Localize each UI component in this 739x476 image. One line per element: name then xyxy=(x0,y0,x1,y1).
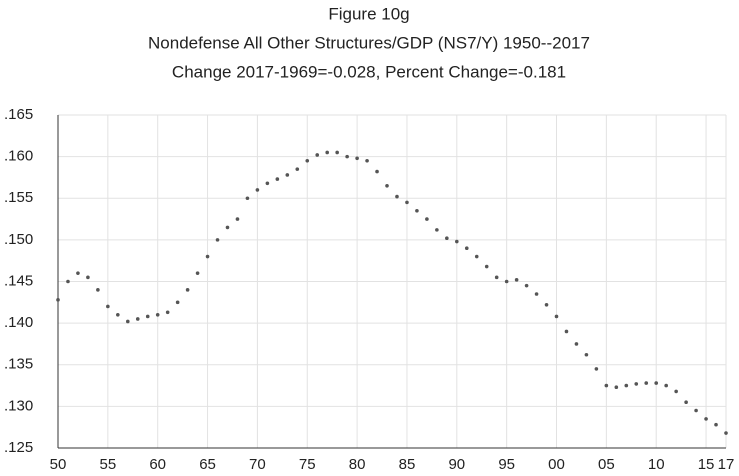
data-point xyxy=(215,238,220,242)
x-tick-label: 55 xyxy=(100,456,117,473)
data-point xyxy=(594,367,599,371)
data-point xyxy=(66,279,70,284)
x-tick-label: 00 xyxy=(548,456,565,473)
data-point xyxy=(654,381,659,385)
data-point xyxy=(425,217,429,221)
x-tick-label: 15 xyxy=(698,456,715,473)
data-point xyxy=(634,382,639,386)
data-point xyxy=(195,271,200,275)
data-point xyxy=(455,239,459,244)
data-point xyxy=(704,417,708,421)
data-point xyxy=(295,167,300,171)
data-point xyxy=(604,383,609,388)
data-point xyxy=(305,158,310,163)
data-point xyxy=(225,225,230,230)
y-tick-label: .135 xyxy=(4,356,33,373)
x-tick-label: 90 xyxy=(448,456,465,473)
x-tick-label: 95 xyxy=(498,456,515,473)
y-tick-label: .150 xyxy=(4,231,33,248)
data-point xyxy=(435,228,439,232)
data-point xyxy=(345,154,349,159)
x-tick-label: 17 xyxy=(718,456,735,473)
data-point xyxy=(445,236,449,241)
data-point xyxy=(415,208,419,213)
data-point xyxy=(494,275,499,280)
data-point xyxy=(614,385,619,390)
x-tick-label: 75 xyxy=(299,456,316,473)
x-tick-label: 60 xyxy=(149,456,166,473)
data-point xyxy=(76,271,80,275)
data-point xyxy=(175,300,180,305)
data-point xyxy=(674,389,678,394)
data-point xyxy=(574,342,579,346)
data-point xyxy=(355,156,359,161)
y-tick-label: .125 xyxy=(4,439,33,456)
y-tick-label: .160 xyxy=(4,148,33,165)
data-point xyxy=(464,246,469,250)
data-point xyxy=(694,408,698,413)
data-point xyxy=(265,181,270,186)
data-point xyxy=(395,194,399,199)
x-tick-label: 85 xyxy=(399,456,416,473)
data-point xyxy=(235,217,240,221)
data-point xyxy=(385,183,389,188)
x-tick-label: 70 xyxy=(249,456,266,473)
x-tick-label: 80 xyxy=(349,456,366,473)
x-tick-label: 10 xyxy=(648,456,665,473)
data-point xyxy=(504,279,509,284)
data-point xyxy=(165,310,170,315)
data-point xyxy=(116,313,120,317)
data-point xyxy=(96,288,100,292)
data-point xyxy=(135,317,140,321)
data-point xyxy=(185,288,190,292)
data-point xyxy=(315,153,320,157)
data-point xyxy=(714,422,718,427)
data-point xyxy=(684,400,688,405)
data-point xyxy=(56,298,60,302)
y-tick-label: .155 xyxy=(4,189,33,206)
data-point xyxy=(564,329,569,334)
x-tick-label: 05 xyxy=(598,456,615,473)
y-tick-label: .140 xyxy=(4,314,33,331)
data-point xyxy=(544,303,549,307)
data-point xyxy=(484,264,489,269)
data-point xyxy=(514,278,519,282)
data-point xyxy=(125,319,130,324)
x-tick-label: 50 xyxy=(50,456,67,473)
y-tick-label: .145 xyxy=(4,272,33,289)
data-point xyxy=(155,313,160,317)
data-point xyxy=(624,383,629,388)
data-point xyxy=(205,254,210,259)
data-point xyxy=(724,431,728,435)
data-point xyxy=(335,150,339,155)
data-point xyxy=(584,352,589,357)
data-point xyxy=(524,283,529,288)
data-point xyxy=(474,254,479,259)
chart-annotation: Change 2017-1969=-0.028, Percent Change=… xyxy=(172,62,566,81)
data-point xyxy=(86,275,90,280)
data-point xyxy=(375,169,379,174)
data-point xyxy=(245,196,250,201)
data-point xyxy=(664,383,668,388)
data-point xyxy=(644,381,649,385)
data-point xyxy=(554,314,559,319)
data-point xyxy=(275,177,280,181)
y-tick-label: .165 xyxy=(4,106,33,123)
y-tick-label: .130 xyxy=(4,397,33,414)
data-point xyxy=(405,200,409,205)
data-point xyxy=(534,292,539,296)
data-point xyxy=(285,173,290,177)
chart-title: Figure 10g xyxy=(328,4,409,23)
data-point xyxy=(106,304,110,309)
x-tick-label: 65 xyxy=(199,456,216,473)
data-point xyxy=(145,314,150,319)
data-point xyxy=(255,188,260,192)
data-point xyxy=(365,158,369,163)
chart-subtitle: Nondefense All Other Structures/GDP (NS7… xyxy=(148,33,590,52)
data-point xyxy=(325,150,329,155)
